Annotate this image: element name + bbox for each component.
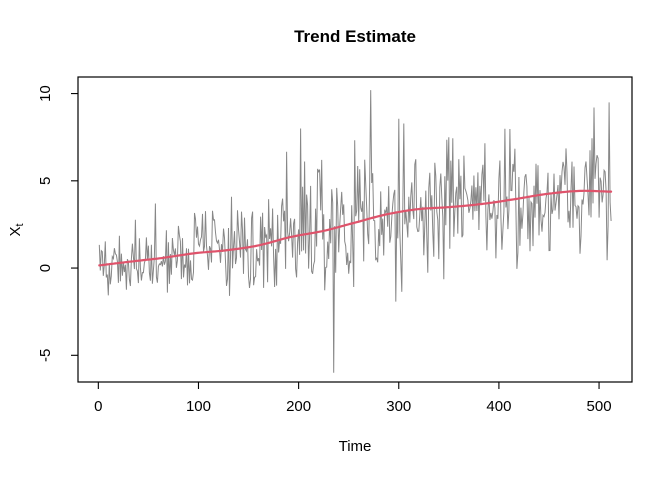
plot-area: 0 100 200 300 400 500 -5 0 5 10	[37, 76, 633, 415]
y-axis-label-base: X	[7, 227, 24, 237]
y-axis-label: Xt	[7, 223, 26, 236]
x-axis-tick-label: 400	[486, 398, 511, 415]
x-axis-tick-label: 100	[186, 398, 211, 415]
trend-line	[98, 189, 613, 267]
x-axis-tick-label: 300	[386, 398, 411, 415]
observed-series-line	[98, 90, 612, 373]
x-axis-tick-label: 200	[286, 398, 311, 415]
y-axis-tick-label: 5	[37, 177, 54, 185]
x-axis-tick-label: 0	[94, 398, 102, 415]
y-axis-tick-label: 0	[37, 264, 54, 272]
x-axis-label: Time	[339, 438, 372, 455]
y-axis-label-subscript: t	[14, 223, 26, 226]
y-axis-tick-label: -5	[37, 349, 54, 362]
y-axis-tick-label: 10	[37, 85, 54, 102]
chart-title: Trend Estimate	[294, 27, 416, 46]
x-axis-tick-label: 500	[587, 398, 612, 415]
plot-box	[77, 76, 633, 383]
